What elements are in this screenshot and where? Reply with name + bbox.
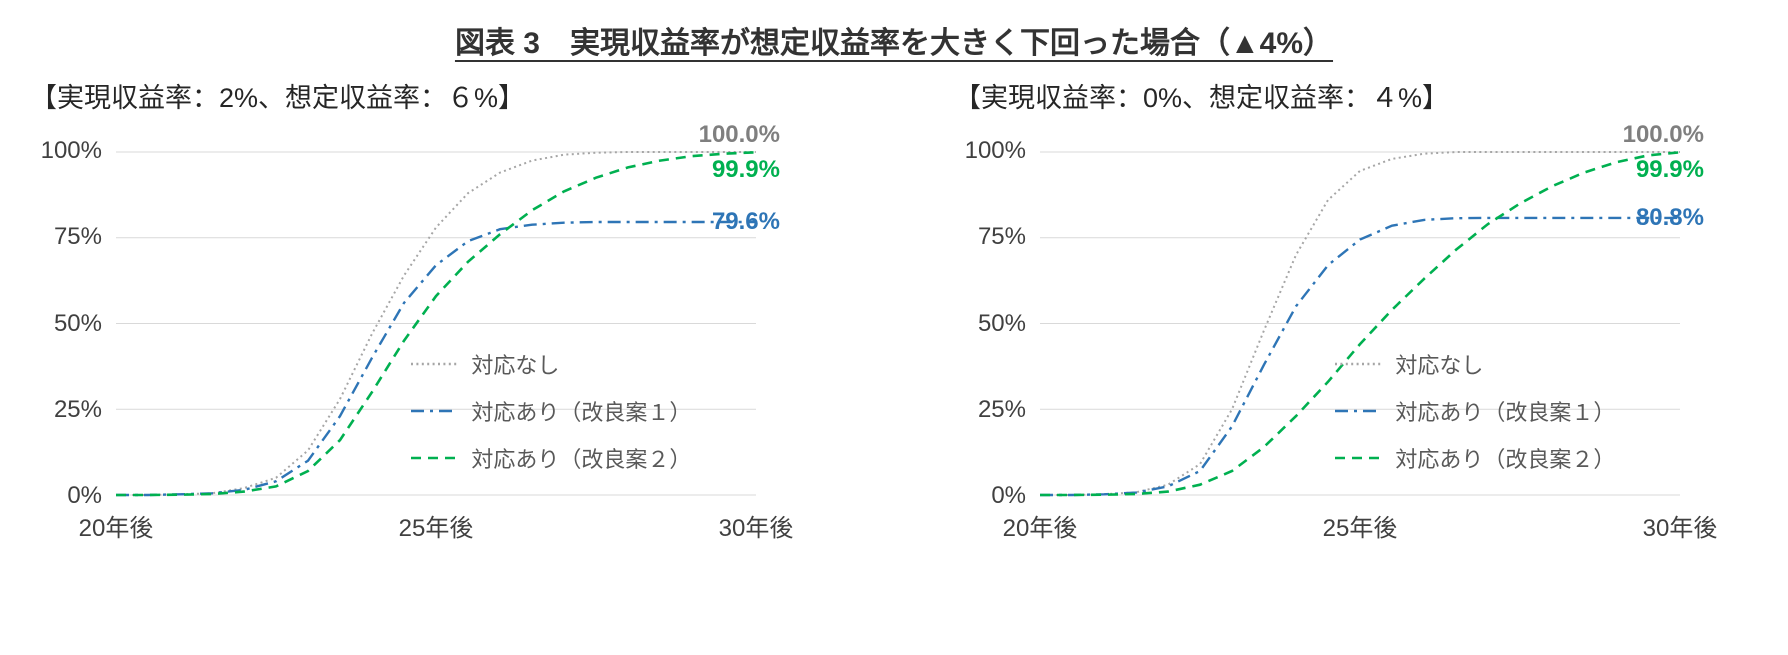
legend-marker-dotted-icon [411,362,458,365]
x-tick-20y: 20年後 [78,515,154,542]
legend-item-plan2: 対応あり（改良案２） [410,442,691,474]
end-label-plan1: 80.8% [1635,204,1704,231]
plot-lines-svg [116,151,757,497]
panel-subtitle: 【実現収益率：2%、想定収益率：６%】 [30,83,526,113]
x-axis: 20年後 25年後 30年後 [79,496,794,542]
y-tick-75: 75% [53,223,102,251]
chart-area: 100% 75% 50% 25% 0% 対応なし [26,121,836,509]
x-axis: 20年後 25年後 30年後 [1003,496,1718,542]
x-tick-30y: 30年後 [718,515,794,542]
legend: 対応なし 対応あり（改良案１） 対応あり（改良案２） [1334,348,1615,474]
chart-area: 100% 75% 50% 25% 0% 対応なし [950,121,1760,509]
y-tick-25: 25% [53,395,102,423]
end-label-no-action: 100.0% [698,121,780,148]
end-label-plan2: 99.9% [711,156,780,183]
legend-item-no-action: 対応なし [410,348,691,380]
figure-title-text: 図表 3 実現収益率が想定収益率を大きく下回った場合（▲4%） [454,27,1334,60]
chart-panel-right: 【実現収益率：0%、想定収益率：４%】 100% 75% 50% 25% 0% … [950,68,1760,542]
legend-label: 対応なし [1395,352,1484,378]
y-axis: 100% 75% 50% 25% 0% [950,137,1040,509]
legend-label: 対応あり（改良案２） [471,446,692,472]
y-tick-100: 100% [964,137,1026,164]
plot-area: 対応なし 対応あり（改良案１） 対応あり（改良案２） 100.0% 99.9% [1040,121,1704,497]
x-tick-25y: 25年後 [1322,515,1398,542]
legend-item-plan1: 対応あり（改良案１） [1334,395,1615,427]
x-tick-25y: 25年後 [398,515,474,542]
legend-item-no-action: 対応なし [1334,348,1615,380]
legend-label: 対応あり（改良案１） [1395,399,1616,425]
y-tick-0: 0% [991,482,1026,509]
end-label-no-action: 100.0% [1622,121,1704,148]
legend-marker-dashed-icon [411,456,458,459]
plot-area: 対応なし 対応あり（改良案１） 対応あり（改良案２） 100.0% 99.9% [116,121,780,497]
y-tick-50: 50% [53,309,102,337]
y-tick-100: 100% [40,137,102,164]
figure-title: 図表 3 実現収益率が想定収益率を大きく下回った場合（▲4%） [0,18,1788,62]
legend-label: 対応あり（改良案２） [1395,446,1616,472]
y-tick-75: 75% [977,223,1026,251]
y-axis: 100% 75% 50% 25% 0% [26,137,116,509]
legend-marker-dashdot-icon [1335,409,1382,412]
legend-marker-dashed-icon [1335,456,1382,459]
chart-panel-left: 【実現収益率：2%、想定収益率：６%】 100% 75% 50% 25% 0% … [26,68,836,542]
end-label-plan1: 79.6% [711,208,780,235]
x-tick-20y: 20年後 [1002,515,1078,542]
end-label-plan2: 99.9% [1635,156,1704,183]
y-tick-50: 50% [977,309,1026,337]
legend: 対応なし 対応あり（改良案１） 対応あり（改良案２） [410,348,691,474]
legend-label: 対応なし [471,352,560,378]
legend-marker-dotted-icon [1335,362,1382,365]
panel-subtitle: 【実現収益率：0%、想定収益率：４%】 [954,83,1450,113]
legend-item-plan1: 対応あり（改良案１） [410,395,691,427]
y-tick-25: 25% [977,395,1026,423]
chart-panels: 【実現収益率：2%、想定収益率：６%】 100% 75% 50% 25% 0% … [0,68,1788,542]
legend-label: 対応あり（改良案１） [471,399,692,425]
figure: 図表 3 実現収益率が想定収益率を大きく下回った場合（▲4%） 【実現収益率：2… [0,18,1788,542]
legend-item-plan2: 対応あり（改良案２） [1334,442,1615,474]
y-tick-0: 0% [67,482,102,509]
x-tick-30y: 30年後 [1642,515,1718,542]
legend-marker-dashdot-icon [411,409,458,412]
plot-lines-svg [1040,151,1681,497]
